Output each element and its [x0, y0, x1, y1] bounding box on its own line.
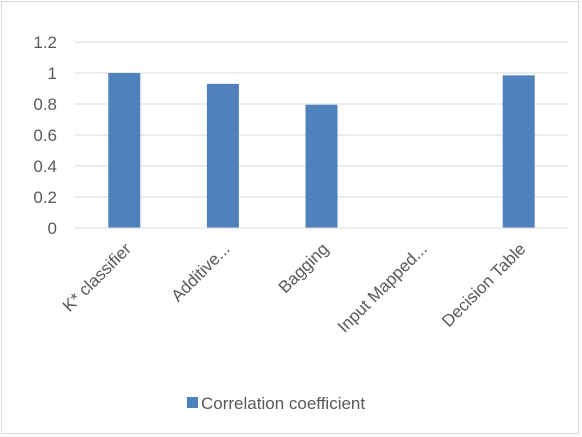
y-tick-label: 0: [48, 219, 57, 238]
x-tick-label: Bagging: [275, 239, 333, 297]
x-tick-label: Decision Table: [438, 239, 529, 330]
bar: [108, 73, 141, 228]
x-tick-label: Additive...: [168, 239, 234, 305]
gridlines: [75, 41, 568, 198]
y-tick-label: 1.2: [33, 33, 57, 52]
x-axis-category-labels: K* classifier Additive... Bagging Input Map…: [59, 239, 530, 336]
y-tick-label: 0.4: [33, 157, 57, 176]
y-tick-label: 1: [48, 64, 57, 83]
legend-swatch: [187, 397, 198, 408]
bar: [305, 104, 338, 228]
y-axis-tick-labels: 0 0.2 0.4 0.6 0.8 1 1.2: [33, 33, 57, 238]
y-tick-label: 0.8: [33, 95, 57, 114]
bar: [502, 75, 535, 228]
y-tick-label: 0.6: [33, 126, 57, 145]
bar: [206, 83, 239, 228]
legend: Correlation coefficient: [187, 394, 365, 413]
legend-label: Correlation coefficient: [201, 394, 365, 413]
x-tick-label: Input Mapped...: [334, 239, 431, 336]
bars: [108, 73, 535, 228]
y-tick-label: 0.2: [33, 188, 57, 207]
x-tick-label: K* classifier: [59, 239, 135, 315]
